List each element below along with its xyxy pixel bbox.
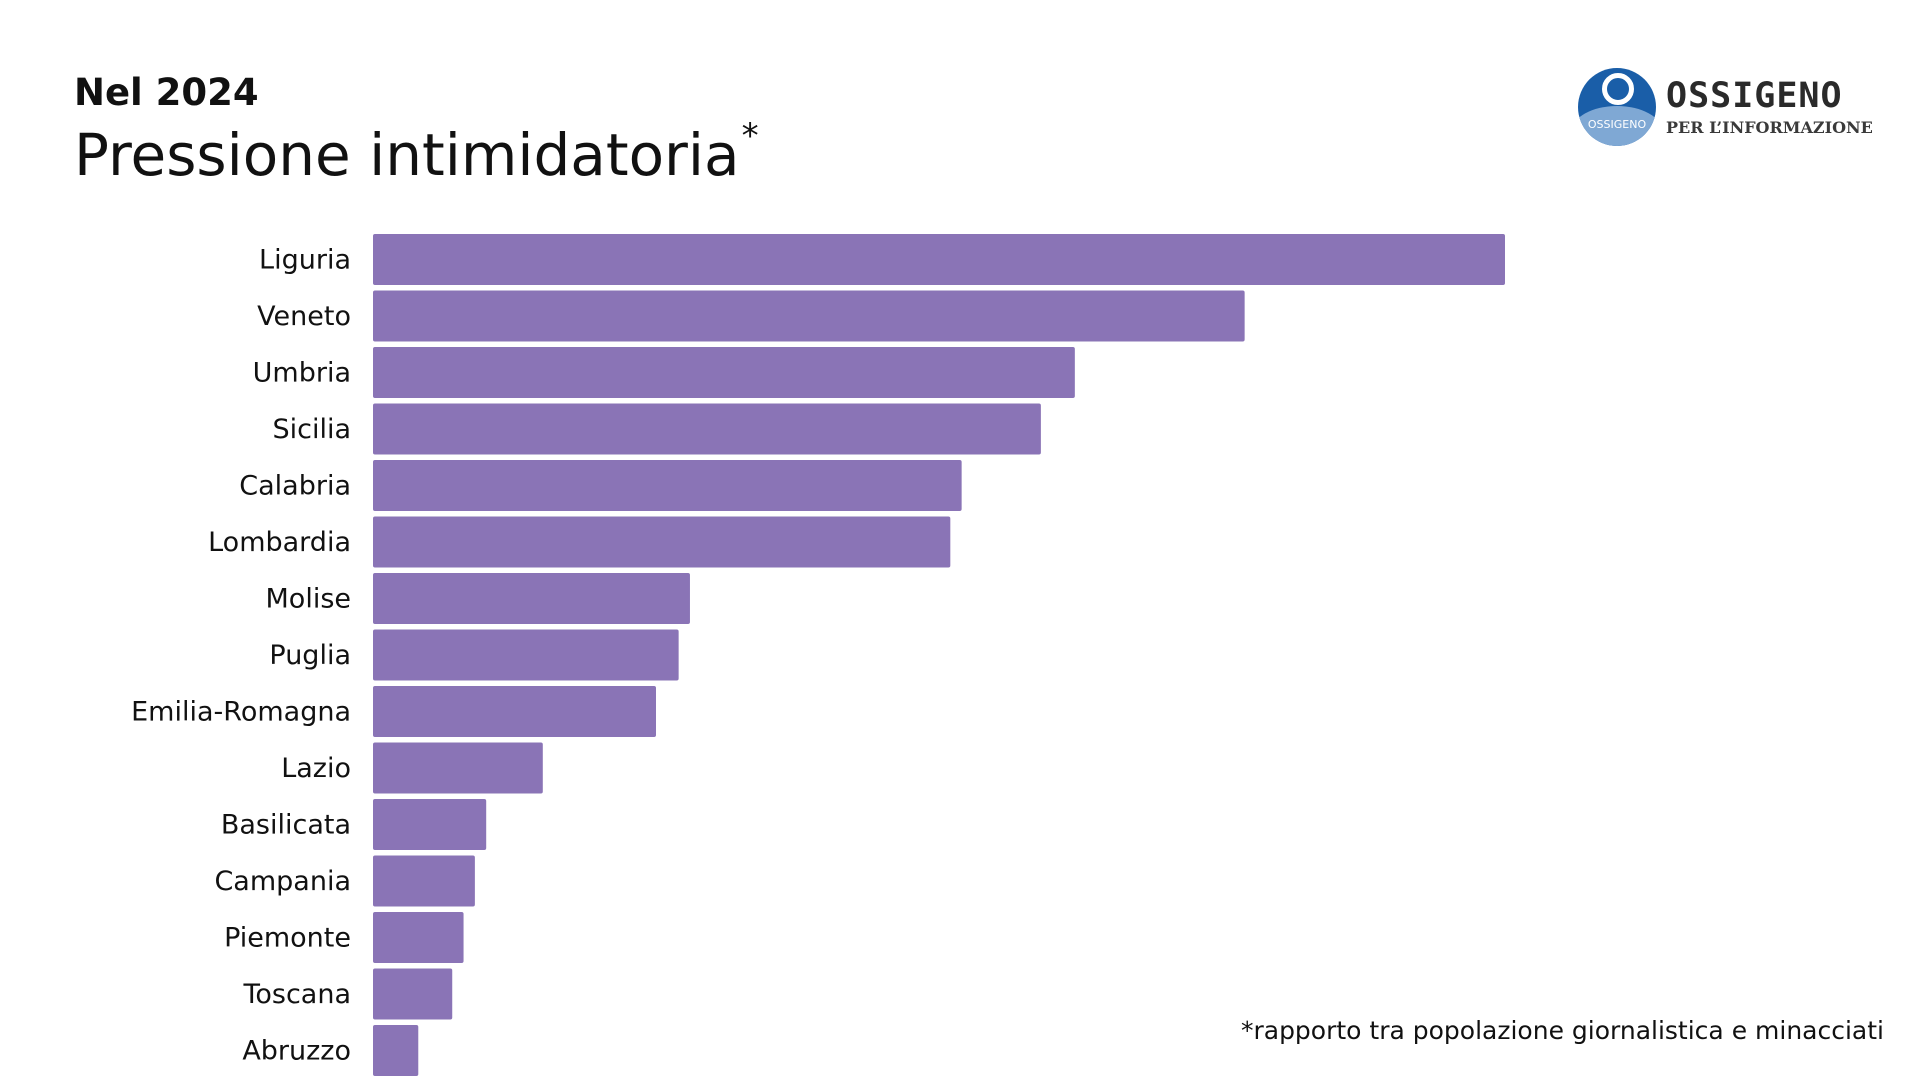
category-label-veneto: Veneto <box>257 301 351 332</box>
chart-title: Pressione intimidatoria* <box>74 117 759 189</box>
category-labels-group: Liguria Veneto Umbria Sicilia Calabria Lombar… <box>131 245 351 1067</box>
bar-sicilia <box>373 403 1041 455</box>
bar-lombardia <box>373 516 951 568</box>
bar-abruzzo <box>373 1025 419 1076</box>
category-label-abruzzo: Abruzzo <box>242 1036 351 1067</box>
category-label-emilia-romagna: Emilia-Romagna <box>131 697 351 728</box>
logo-badge-icon: OSSIGENO <box>1578 68 1656 146</box>
bar-calabria <box>373 460 962 511</box>
bar-basilicata <box>373 799 487 850</box>
category-label-basilicata: Basilicata <box>221 810 351 841</box>
chart-title-text: Pressione intimidatoria <box>74 121 740 189</box>
bar-lazio <box>373 742 543 794</box>
logo-name: OSSIGENO <box>1666 76 1843 116</box>
bar-puglia <box>373 629 679 681</box>
bars-group <box>373 234 1505 1076</box>
bar-liguria <box>373 234 1505 285</box>
logo-tagline: PER L’INFORMAZIONE <box>1666 118 1873 137</box>
category-label-puglia: Puglia <box>269 640 351 671</box>
bar-veneto <box>373 290 1245 342</box>
bar-toscana <box>373 968 453 1020</box>
category-label-umbria: Umbria <box>253 358 351 389</box>
footnote: *rapporto tra popolazione giornalistica … <box>1240 1016 1884 1045</box>
category-label-calabria: Calabria <box>239 471 351 502</box>
category-label-molise: Molise <box>266 584 352 615</box>
bar-emilia-romagna <box>373 686 656 737</box>
category-label-liguria: Liguria <box>259 245 351 276</box>
category-label-campania: Campania <box>214 866 351 897</box>
category-label-piemonte: Piemonte <box>224 923 351 954</box>
bar-campania <box>373 855 475 907</box>
bar-piemonte <box>373 912 464 963</box>
category-label-lazio: Lazio <box>281 753 351 784</box>
chart-subtitle: Nel 2024 <box>74 71 259 114</box>
category-label-sicilia: Sicilia <box>272 414 351 445</box>
bar-molise <box>373 573 690 624</box>
ossigeno-logo: OSSIGENO OSSIGENO PER L’INFORMAZIONE <box>1578 68 1878 148</box>
category-label-toscana: Toscana <box>242 979 351 1010</box>
bar-umbria <box>373 347 1075 398</box>
logo-badge-text: OSSIGENO <box>1587 118 1647 131</box>
category-label-lombardia: Lombardia <box>208 527 351 558</box>
title-asterisk: * <box>741 116 759 156</box>
